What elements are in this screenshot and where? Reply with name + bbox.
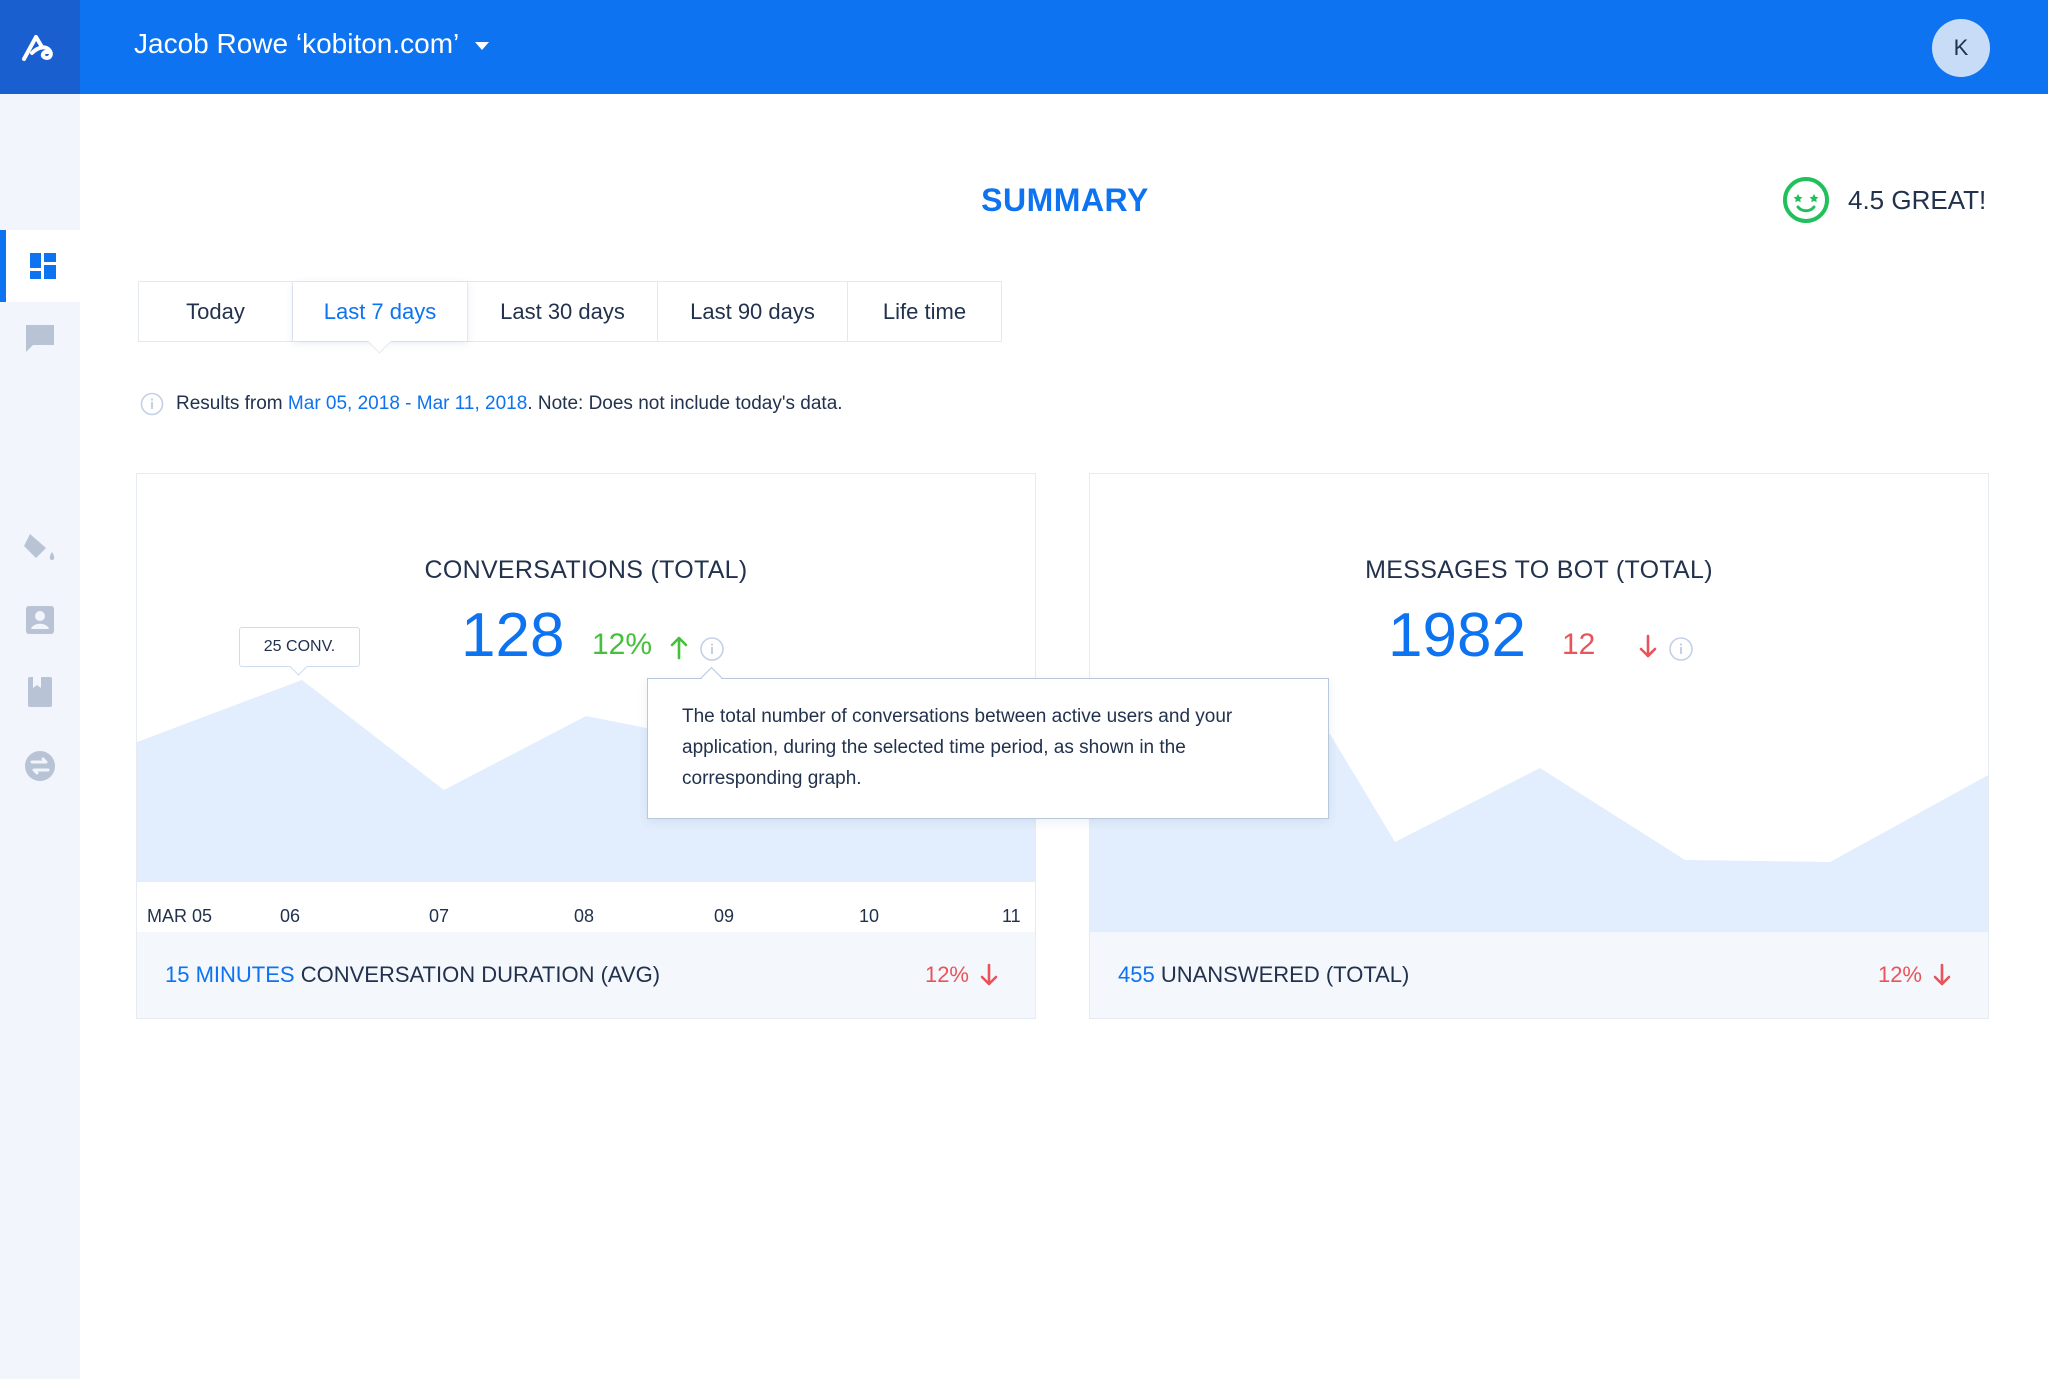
arrow-up-icon xyxy=(670,636,688,660)
card-title: MESSAGES TO BOT (TOTAL) xyxy=(1365,556,1713,584)
note-prefix: Results from xyxy=(176,393,288,414)
chat-icon xyxy=(26,325,54,352)
footer-change-value: 12% xyxy=(1877,962,1922,987)
info-icon[interactable] xyxy=(1668,636,1694,662)
footer-value: 15 MINUTES xyxy=(165,962,295,987)
rating-summary: 4.5 GREAT! xyxy=(1782,176,1986,224)
x-axis-labels: MAR 05 06 07 08 09 10 11 xyxy=(137,900,1035,934)
tab-last-90-days[interactable]: Last 90 days xyxy=(658,282,848,341)
account-name: Jacob Rowe ‘kobiton.com’ xyxy=(134,28,460,59)
tab-last-30-days[interactable]: Last 30 days xyxy=(468,282,658,341)
x-tick-label: 07 xyxy=(429,906,450,926)
messages-change: 12 xyxy=(1562,628,1596,661)
avatar-initial: K xyxy=(1953,35,1969,60)
info-icon xyxy=(140,392,164,416)
note-date-range[interactable]: Mar 05, 2018 - Mar 11, 2018 xyxy=(287,393,528,414)
contact-card-icon xyxy=(26,606,54,634)
info-tooltip: The total number of conversations betwee… xyxy=(647,678,1329,819)
info-icon[interactable] xyxy=(699,636,725,662)
rating-label: 4.5 GREAT! xyxy=(1848,184,1987,215)
footer-change: 12% xyxy=(925,962,999,988)
card-footer: 455 UNANSWERED (TOTAL) 12% xyxy=(1090,932,1988,1018)
tab-life-time[interactable]: Life time xyxy=(882,298,967,324)
arrow-down-icon xyxy=(980,963,998,986)
arrow-down-icon xyxy=(1639,634,1657,658)
messages-total: 1982 xyxy=(1388,601,1526,670)
card-title: CONVERSATIONS (TOTAL) xyxy=(424,556,748,584)
card-footer: 15 MINUTES CONVERSATION DURATION (AVG) 1… xyxy=(137,932,1035,1018)
conversations-card: CONVERSATIONS (TOTAL) 128 12% MAR 05 06 … xyxy=(136,473,1036,1019)
paint-bucket-icon xyxy=(24,534,55,560)
x-tick-label: 09 xyxy=(714,906,735,926)
data-point-chip: 25 CONV. xyxy=(239,627,360,667)
app-logo[interactable] xyxy=(0,0,80,94)
sidebar-item-dashboard[interactable] xyxy=(0,230,80,302)
footer-label: CONVERSATION DURATION (AVG) xyxy=(294,962,661,987)
smiley-icon xyxy=(1783,177,1829,223)
footer-label: UNANSWERED (TOTAL) xyxy=(1154,962,1410,987)
footer-change: 12% xyxy=(1878,962,1952,988)
footer-change-value: 12% xyxy=(924,962,969,987)
x-tick-label: MAR 05 xyxy=(147,906,213,926)
arrow-down-icon xyxy=(1933,963,1951,986)
sidebar-item-integrations[interactable] xyxy=(0,730,80,802)
sidebar xyxy=(0,94,80,1379)
x-tick-label: 10 xyxy=(859,906,880,926)
account-switcher[interactable]: Jacob Rowe ‘kobiton.com’ xyxy=(134,28,490,60)
chevron-down-icon xyxy=(475,42,490,50)
footer-metric: 455 UNANSWERED (TOTAL) xyxy=(1118,962,1409,988)
x-tick-label: 11 xyxy=(1002,906,1021,926)
tooltip-text: The total number of conversations betwee… xyxy=(682,706,1233,789)
conversations-total: 128 xyxy=(461,601,565,670)
sidebar-item-paint[interactable] xyxy=(0,512,80,584)
logo-icon xyxy=(22,35,53,61)
chip-label: 25 CONV. xyxy=(263,638,336,655)
sidebar-item-book[interactable] xyxy=(0,656,80,728)
transfer-icon xyxy=(25,751,55,781)
note-suffix: . Note: Does not include today's data. xyxy=(527,393,843,414)
page-title: SUMMARY xyxy=(981,182,1149,218)
x-tick-label: 08 xyxy=(574,906,595,926)
conversations-area-chart xyxy=(137,680,1035,882)
book-icon xyxy=(28,677,52,707)
x-tick-label: 06 xyxy=(280,906,301,926)
tab-today[interactable]: Today xyxy=(139,282,293,341)
dashboard-icon xyxy=(30,253,56,279)
tab-last-7-days[interactable]: Last 7 days xyxy=(293,282,468,341)
conversations-change: 12% xyxy=(592,628,653,661)
top-bar: Jacob Rowe ‘kobiton.com’ K xyxy=(0,0,2048,94)
sidebar-item-chat[interactable] xyxy=(0,302,80,374)
footer-value: 455 xyxy=(1118,962,1155,987)
date-range-tabs: Today Last 7 days Last 30 days Last 90 d… xyxy=(138,281,1002,342)
results-note: Results from Mar 05, 2018 - Mar 11, 2018… xyxy=(140,392,843,416)
sidebar-item-contacts[interactable] xyxy=(0,584,80,656)
avatar[interactable]: K xyxy=(1932,19,1990,77)
footer-metric: 15 MINUTES CONVERSATION DURATION (AVG) xyxy=(165,962,660,988)
